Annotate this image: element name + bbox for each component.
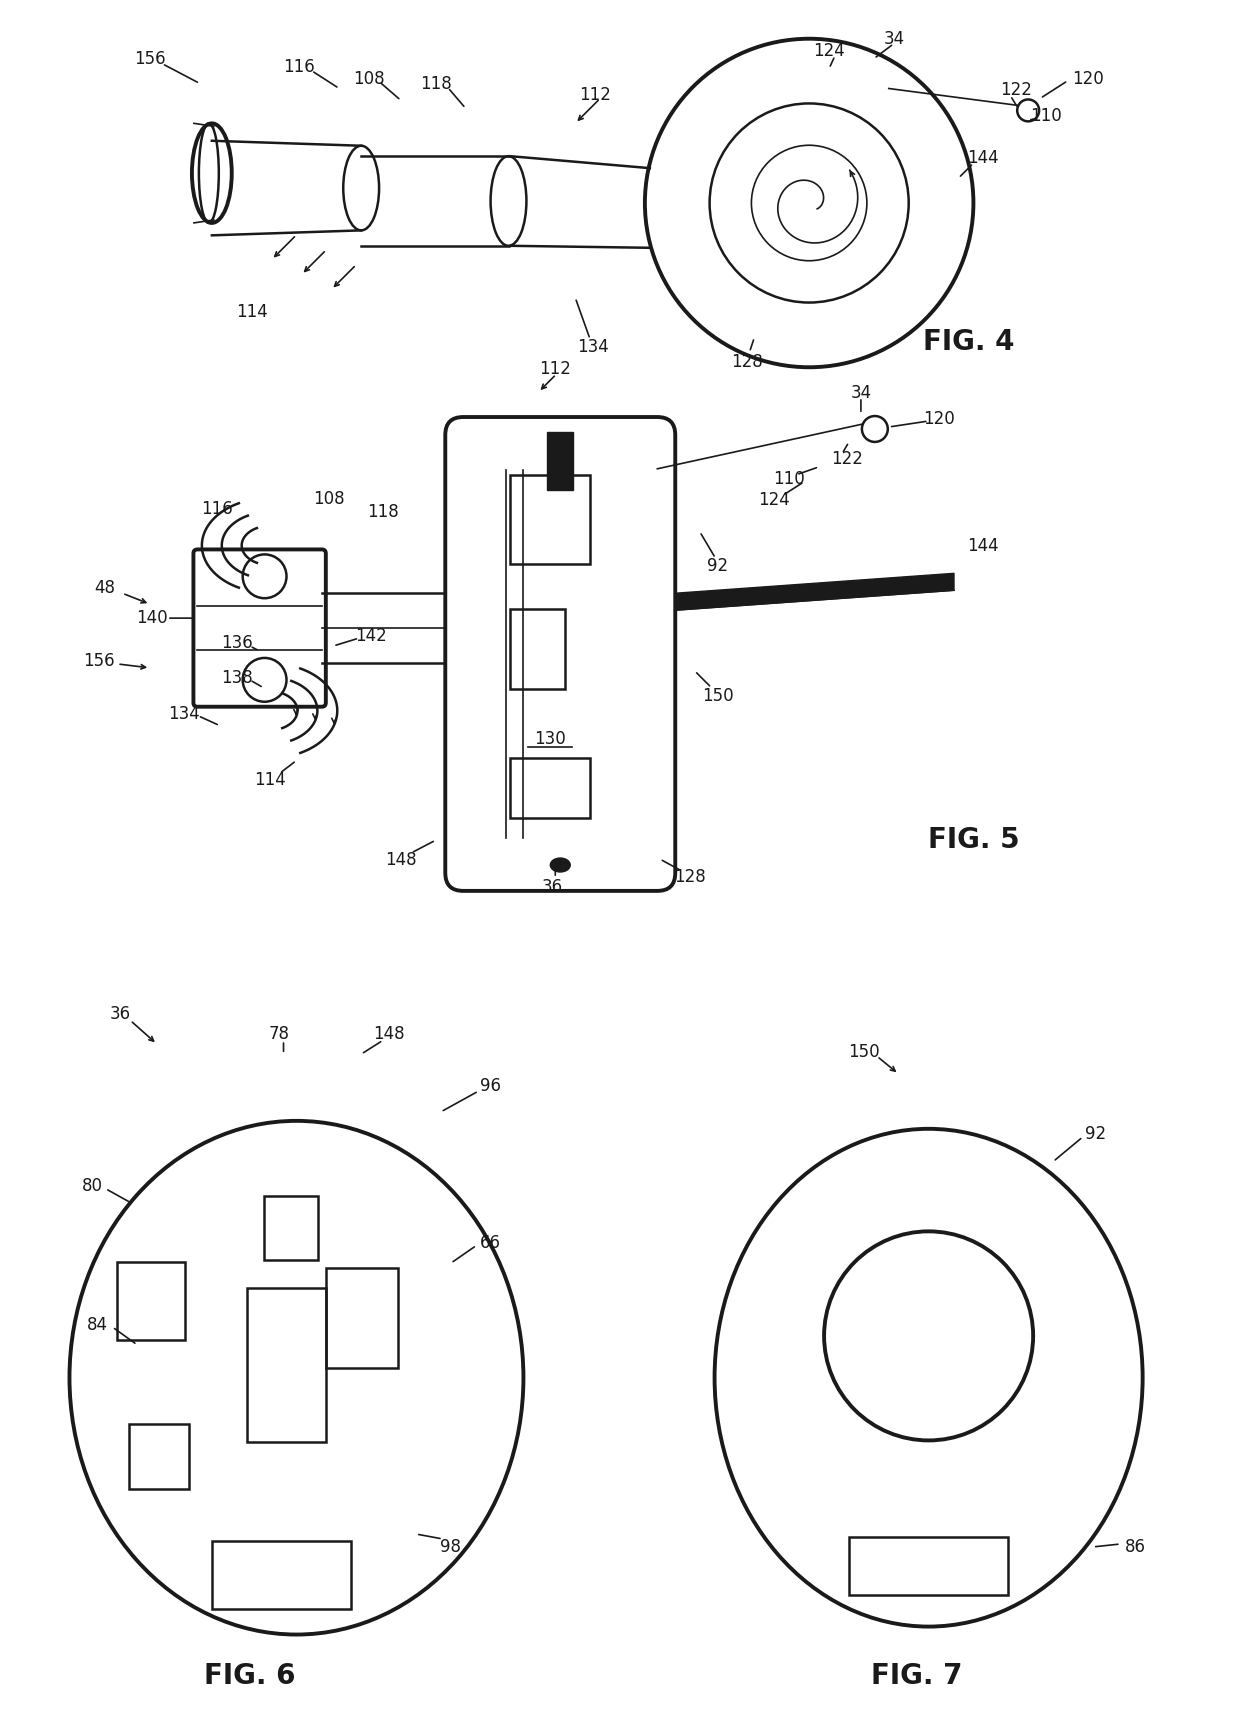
Text: 142: 142 [355, 626, 387, 645]
Text: 98: 98 [440, 1537, 461, 1556]
Text: 134: 134 [578, 338, 609, 356]
Text: 92: 92 [707, 557, 728, 576]
Text: 120: 120 [1073, 69, 1104, 87]
Text: 148: 148 [386, 852, 417, 869]
Text: 122: 122 [1001, 82, 1032, 99]
Text: 118: 118 [367, 503, 399, 520]
Text: 110: 110 [774, 470, 805, 488]
Bar [129, 1424, 188, 1489]
Text: 78: 78 [269, 1025, 290, 1043]
Text: 108: 108 [353, 69, 384, 87]
Polygon shape [676, 573, 954, 611]
Text: 34: 34 [851, 383, 872, 403]
Bar [849, 1537, 1008, 1594]
Text: 112: 112 [579, 87, 611, 104]
Text: 150: 150 [702, 687, 733, 704]
Text: 116: 116 [284, 57, 315, 76]
Text: 134: 134 [169, 704, 200, 723]
Text: 140: 140 [136, 609, 167, 626]
Text: 124: 124 [813, 42, 844, 59]
Text: 36: 36 [542, 878, 563, 895]
Text: 110: 110 [1030, 108, 1061, 125]
Bar [547, 432, 573, 489]
Text: 48: 48 [94, 579, 115, 597]
Text: 96: 96 [480, 1077, 501, 1095]
Text: 150: 150 [848, 1043, 879, 1062]
Text: 156: 156 [134, 50, 166, 68]
Text: 148: 148 [373, 1025, 404, 1043]
Text: 34: 34 [883, 29, 904, 49]
Bar [326, 1268, 398, 1367]
Text: 80: 80 [82, 1176, 103, 1195]
Text: 120: 120 [923, 409, 955, 429]
Bar [511, 475, 590, 564]
Bar [511, 609, 565, 689]
Text: 124: 124 [759, 491, 790, 508]
Text: 92: 92 [1085, 1124, 1106, 1143]
Text: FIG. 6: FIG. 6 [203, 1662, 295, 1690]
Text: 144: 144 [967, 538, 999, 555]
Text: 138: 138 [221, 670, 253, 687]
Bar [264, 1195, 319, 1260]
Text: 130: 130 [534, 730, 567, 748]
Text: 86: 86 [1125, 1537, 1146, 1556]
Text: FIG. 5: FIG. 5 [928, 826, 1019, 854]
Text: 112: 112 [539, 361, 572, 378]
Text: 156: 156 [83, 652, 115, 670]
Text: 84: 84 [87, 1315, 108, 1334]
Bar [247, 1287, 326, 1442]
Text: 118: 118 [420, 75, 451, 92]
Text: 122: 122 [831, 449, 863, 468]
Bar [118, 1263, 185, 1339]
Text: 108: 108 [314, 489, 345, 508]
Text: 36: 36 [109, 1005, 130, 1024]
Text: FIG. 4: FIG. 4 [923, 328, 1014, 356]
Text: 116: 116 [201, 500, 233, 517]
Text: 136: 136 [221, 633, 253, 652]
Text: FIG. 7: FIG. 7 [870, 1662, 962, 1690]
Ellipse shape [551, 859, 570, 873]
Text: 114: 114 [254, 772, 285, 789]
Text: 144: 144 [967, 149, 999, 167]
Text: 66: 66 [480, 1234, 501, 1253]
Text: 128: 128 [732, 354, 764, 371]
Text: 114: 114 [236, 304, 268, 321]
Bar [511, 758, 590, 819]
Text: 128: 128 [673, 868, 706, 887]
Bar [212, 1541, 351, 1608]
